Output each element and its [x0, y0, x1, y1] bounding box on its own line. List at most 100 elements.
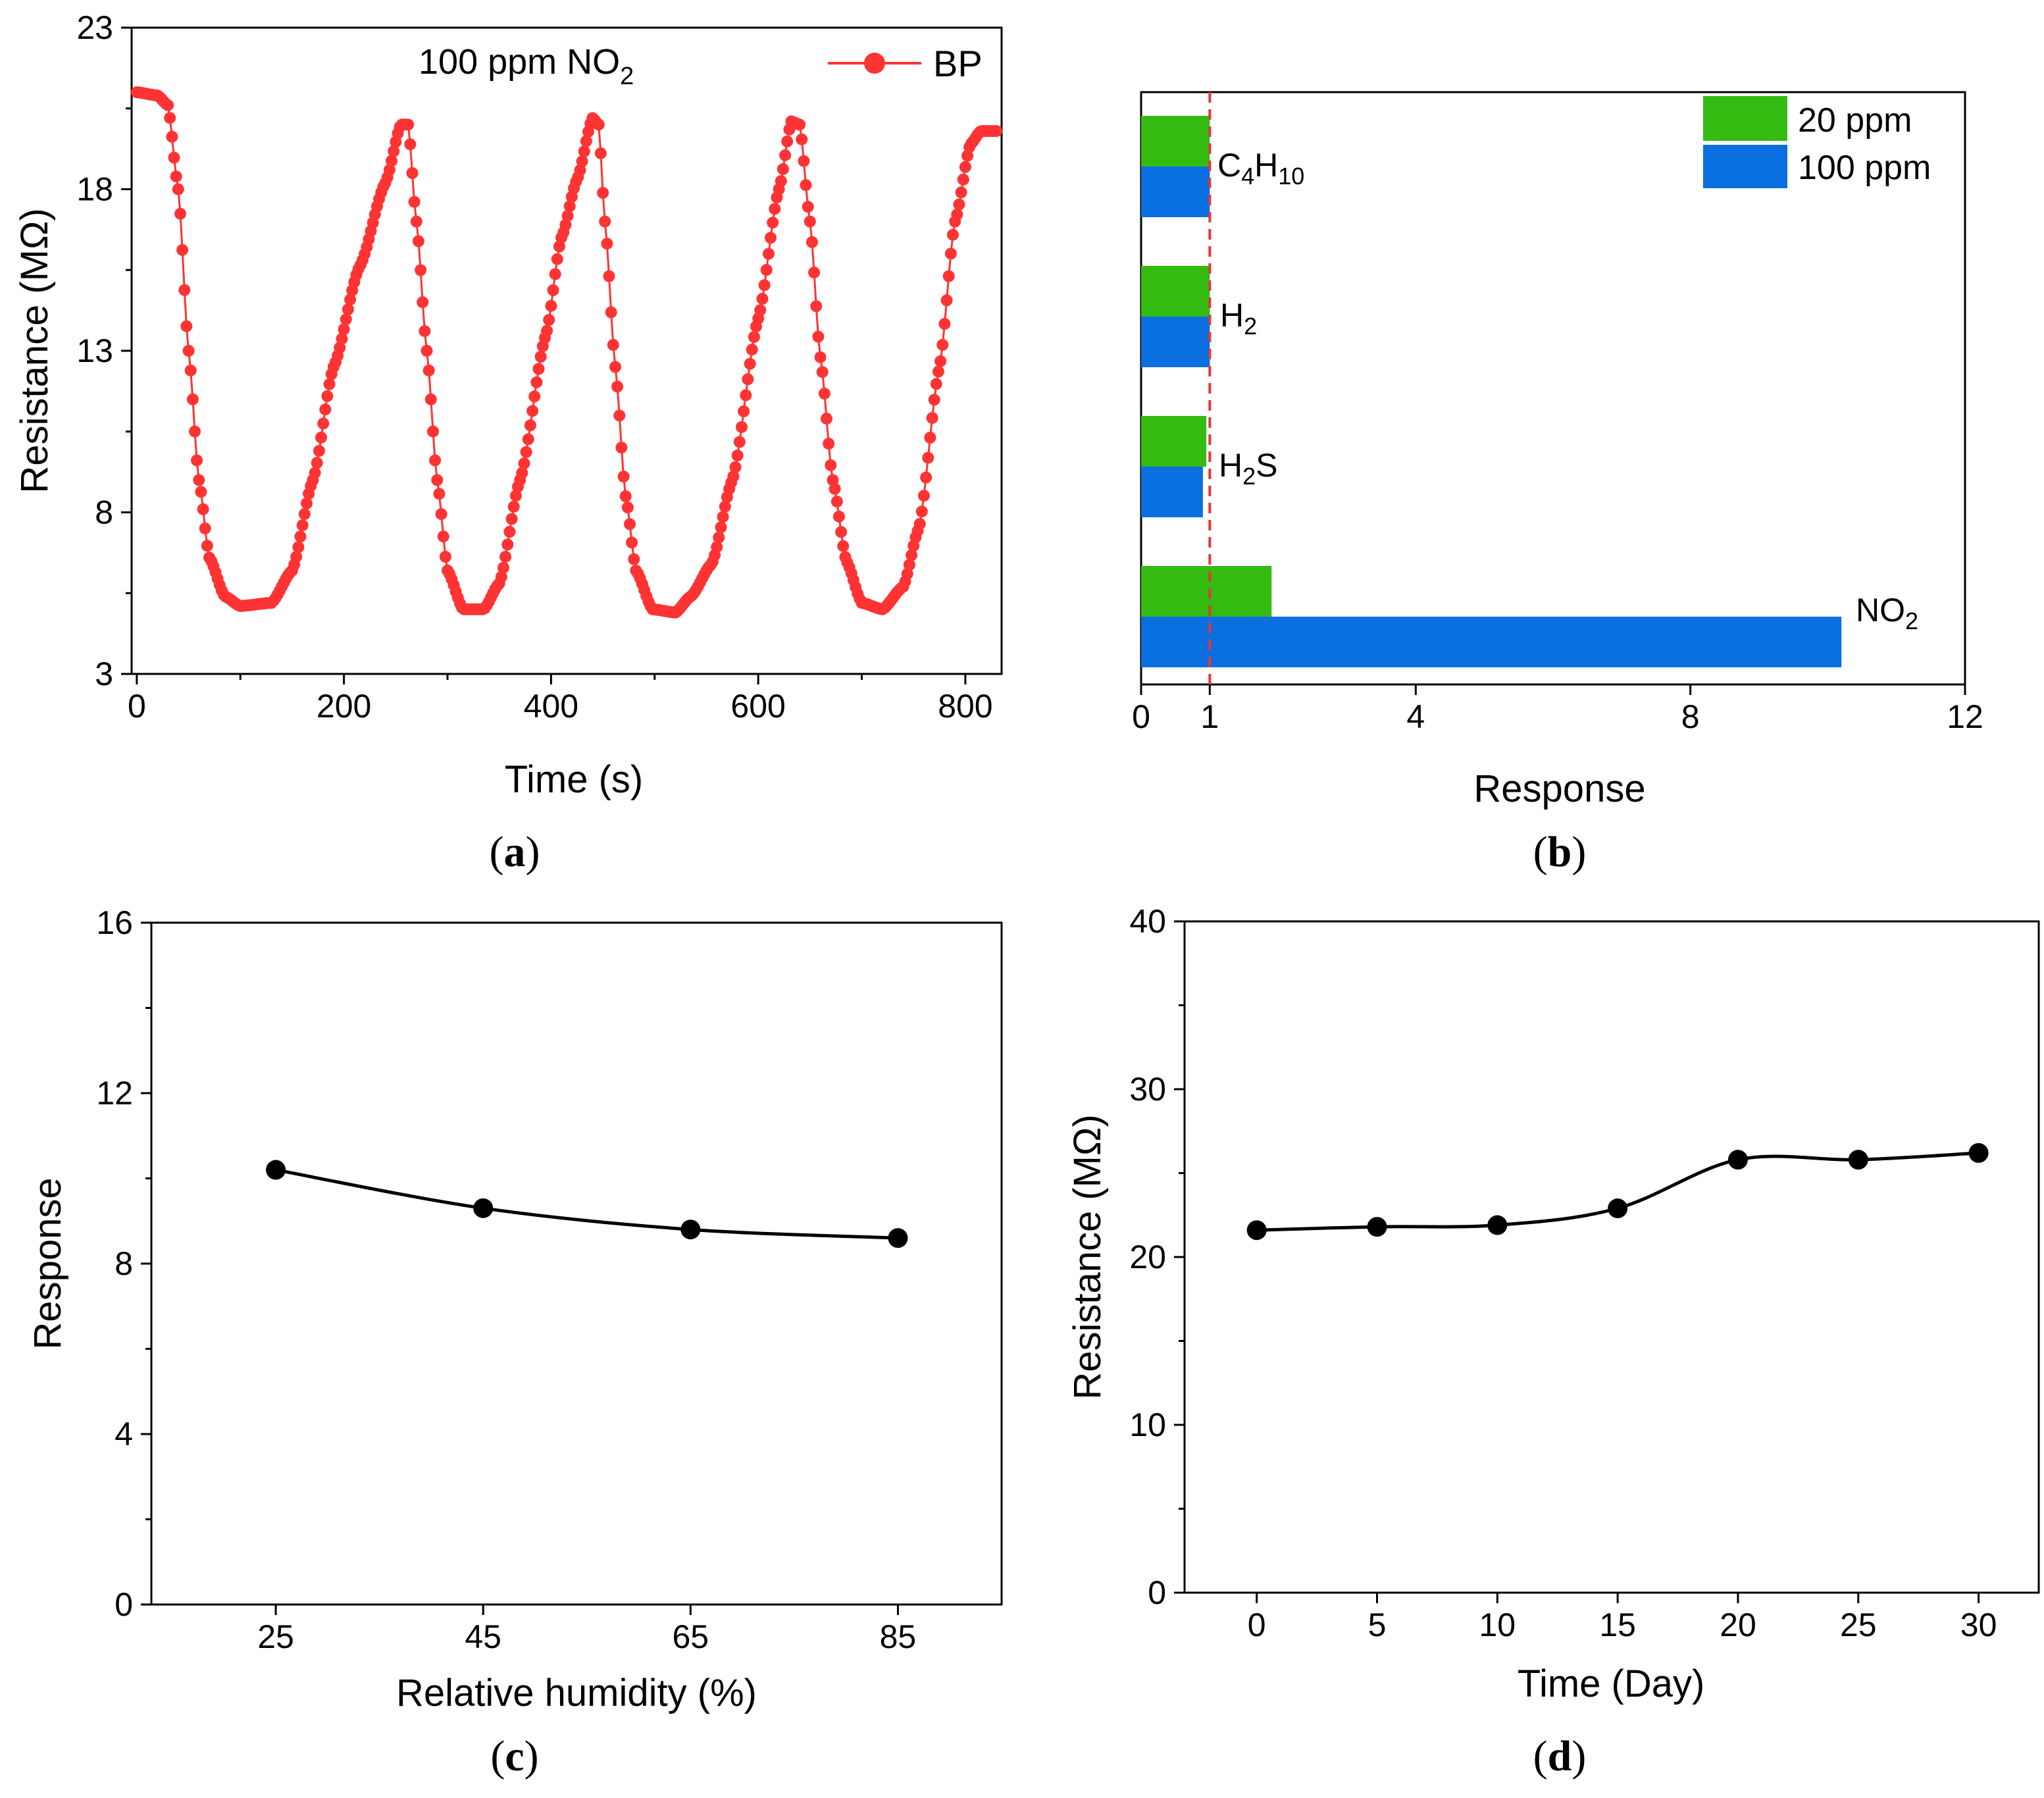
- bp-data-point: [344, 294, 357, 306]
- bp-data-point: [301, 497, 313, 509]
- data-point: [266, 1160, 286, 1180]
- bp-data-point: [777, 163, 789, 175]
- bp-data-point: [532, 363, 545, 375]
- bp-data-point: [933, 365, 944, 378]
- bp-data-point: [495, 571, 507, 583]
- bp-data-point: [435, 508, 447, 521]
- data-point: [1487, 1215, 1508, 1235]
- bp-data-point: [549, 268, 561, 280]
- bp-data-point: [719, 500, 731, 513]
- bp-data-point: [402, 118, 415, 131]
- bp-data-point: [715, 521, 727, 534]
- bp-data-point: [574, 164, 586, 176]
- legend-label-bp: BP: [933, 43, 983, 84]
- bp-data-point: [808, 267, 821, 279]
- bp-data-point: [938, 318, 951, 330]
- bp-data-point: [342, 303, 354, 316]
- bp-data-point: [918, 490, 930, 502]
- bp-data-point: [713, 531, 725, 544]
- bp-data-point: [951, 208, 963, 220]
- bp-data-point: [818, 388, 830, 400]
- bp-data-point: [528, 390, 541, 403]
- bp-data-point: [516, 467, 528, 479]
- bp-data-point: [503, 526, 516, 538]
- x-tick-label: 800: [938, 688, 992, 725]
- bp-data-point: [292, 541, 305, 553]
- category-label-h2s: H2S: [1219, 447, 1278, 490]
- axes-b: 0 1 4 8 12: [1132, 684, 1983, 735]
- bp-data-point: [507, 500, 520, 513]
- bp-data-point: [186, 393, 199, 405]
- bp-data-point: [499, 551, 512, 563]
- bp-data-point: [193, 474, 205, 486]
- bp-data-point: [798, 155, 810, 167]
- y-tick-label: 8: [95, 494, 113, 531]
- bp-data-point: [559, 218, 572, 231]
- legend-swatch-20ppm: [1703, 96, 1787, 141]
- bp-data-point: [947, 228, 959, 241]
- bp-data-point: [605, 306, 617, 319]
- bp-data-point: [505, 513, 518, 525]
- bp-data-point: [170, 170, 182, 183]
- bar-20ppm: [1141, 266, 1210, 317]
- x-tick-label: 0: [1248, 1606, 1266, 1643]
- plot-frame-d: [1183, 920, 2040, 1594]
- y-axis-label-c: Response: [26, 1177, 69, 1349]
- bp-data-point: [915, 505, 928, 518]
- bp-data-point: [553, 240, 565, 253]
- series-line: [275, 1168, 898, 1240]
- bp-data-point: [437, 530, 449, 543]
- bp-data-point: [576, 155, 588, 168]
- bar-20ppm: [1141, 566, 1272, 617]
- bp-data-point: [729, 461, 742, 473]
- bp-data-point: [607, 339, 619, 351]
- legend-swatch-100ppm: [1703, 145, 1787, 188]
- bp-data-point: [501, 538, 514, 551]
- y-tick-label: 40: [1129, 903, 1166, 940]
- bp-data-point: [338, 323, 350, 336]
- bp-series-line: [136, 91, 997, 614]
- category-labels-b: C4H10 H2 H2S NO2: [1217, 147, 1918, 634]
- bp-data-point: [775, 175, 787, 188]
- bp-data-point: [609, 361, 621, 373]
- bp-data-point: [906, 549, 918, 561]
- bp-data-point: [613, 409, 626, 422]
- y-tick-label: 0: [115, 1586, 133, 1623]
- plot-frame-a: [130, 26, 1003, 675]
- bp-data-point: [832, 510, 845, 523]
- panel-d: 0 5 10 15 20 25 30 0 10 20 30 40 Time (Day) Resista…: [1066, 903, 2040, 1780]
- bp-data-point: [810, 300, 823, 313]
- bp-data-point: [422, 364, 435, 376]
- bp-data-point: [802, 201, 814, 213]
- panel-label-c: (c): [490, 1732, 538, 1780]
- bp-data-point: [597, 187, 609, 199]
- bp-data-point: [740, 389, 752, 401]
- bar-20ppm: [1141, 116, 1210, 167]
- bp-data-point: [812, 330, 825, 343]
- bp-data-point: [421, 345, 433, 357]
- bp-data-point: [315, 431, 327, 444]
- bp-data-point: [990, 125, 1003, 138]
- bp-data-point: [930, 378, 942, 390]
- y-axis-label-d: Resistance (MΩ): [1066, 1114, 1109, 1399]
- bp-data-point: [386, 155, 397, 167]
- x-tick-label: 1: [1200, 698, 1219, 735]
- bp-data-point: [174, 207, 186, 220]
- bp-data-point: [429, 454, 442, 467]
- bp-data-point: [748, 331, 760, 343]
- x-tick-label: 5: [1368, 1606, 1387, 1643]
- bp-data-point: [309, 467, 321, 479]
- plot-frame-b: [1140, 91, 1966, 686]
- category-label-h2: H2: [1220, 297, 1257, 340]
- bp-data-point: [323, 378, 336, 390]
- bp-data-point: [731, 450, 744, 462]
- bp-data-point: [594, 147, 607, 159]
- y-tick-label: 0: [1148, 1574, 1166, 1611]
- bp-data-point: [619, 490, 632, 502]
- bp-data-point: [191, 454, 203, 467]
- data-point: [1848, 1150, 1868, 1170]
- y-tick-label: 16: [96, 904, 133, 941]
- bp-data-point: [823, 438, 835, 450]
- x-tick-label: 15: [1599, 1606, 1636, 1643]
- bp-data-point: [406, 167, 419, 179]
